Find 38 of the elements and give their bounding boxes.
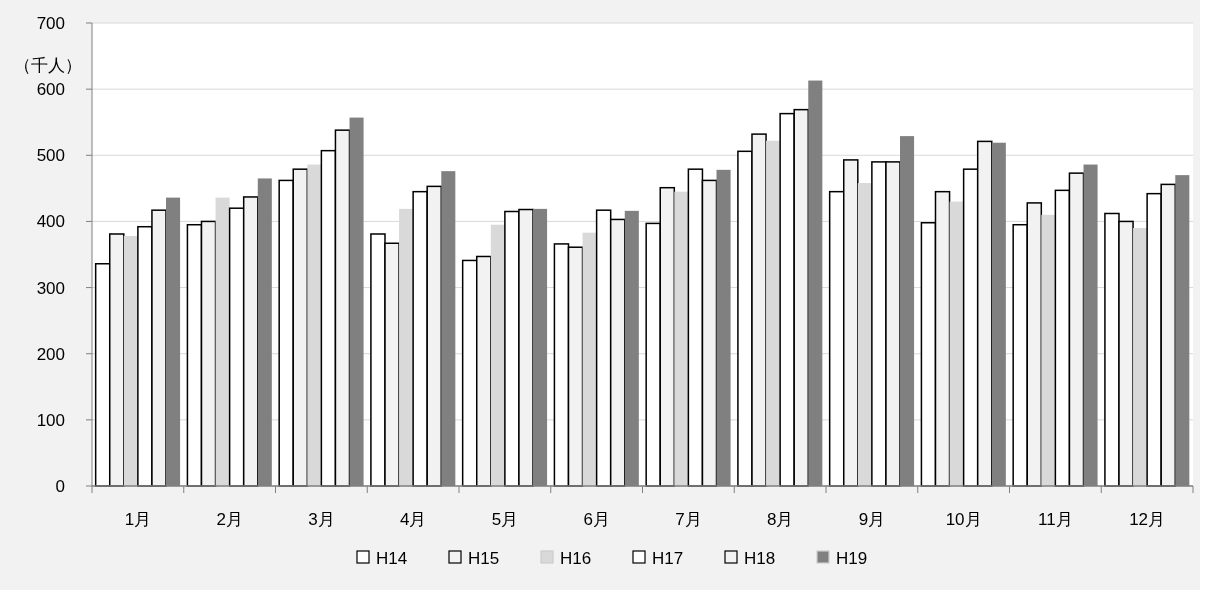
- x-tick-label: 4月: [399, 510, 427, 529]
- legend-label: H14: [376, 549, 408, 568]
- bar: [1041, 214, 1056, 486]
- legend-label: H19: [836, 549, 868, 568]
- x-tick-label: 7月: [675, 510, 702, 529]
- x-tick-label: 2月: [216, 510, 243, 529]
- y-tick-label: 400: [36, 212, 65, 232]
- legend-label: H15: [468, 549, 500, 568]
- bar: [1133, 228, 1148, 486]
- y-tick-label: 300: [36, 278, 65, 298]
- bar: [307, 164, 322, 486]
- y-tick-label: 100: [36, 410, 65, 430]
- bar: [123, 235, 138, 486]
- legend-label: H16: [560, 549, 592, 568]
- bar: [766, 140, 781, 486]
- y-tick-label: 200: [36, 344, 65, 364]
- y-tick-label: 700: [36, 14, 65, 33]
- bar: [674, 191, 689, 486]
- x-tick-label: 8月: [766, 510, 794, 529]
- y-tick-label: 500: [36, 146, 65, 166]
- x-tick-label: 10月: [945, 510, 982, 529]
- y-tick-label: 600: [36, 80, 65, 100]
- x-tick-label: 11月: [1038, 510, 1073, 529]
- x-tick-label: 12月: [1129, 510, 1166, 529]
- legend-label: H18: [744, 549, 776, 568]
- y-axis-title: （千人）: [14, 56, 82, 75]
- x-tick-label: 6月: [583, 510, 610, 529]
- bar: [857, 183, 872, 486]
- x-tick-label: 9月: [858, 510, 886, 529]
- bar: [949, 201, 964, 486]
- legend-label: H17: [652, 549, 684, 568]
- bar: [582, 232, 597, 486]
- bar: [215, 197, 230, 486]
- y-tick-label: 0: [55, 477, 65, 496]
- x-tick-label: 5月: [491, 510, 519, 529]
- bar: [490, 224, 505, 486]
- x-tick-label: 1月: [124, 510, 152, 529]
- x-tick-label: 3月: [308, 510, 335, 529]
